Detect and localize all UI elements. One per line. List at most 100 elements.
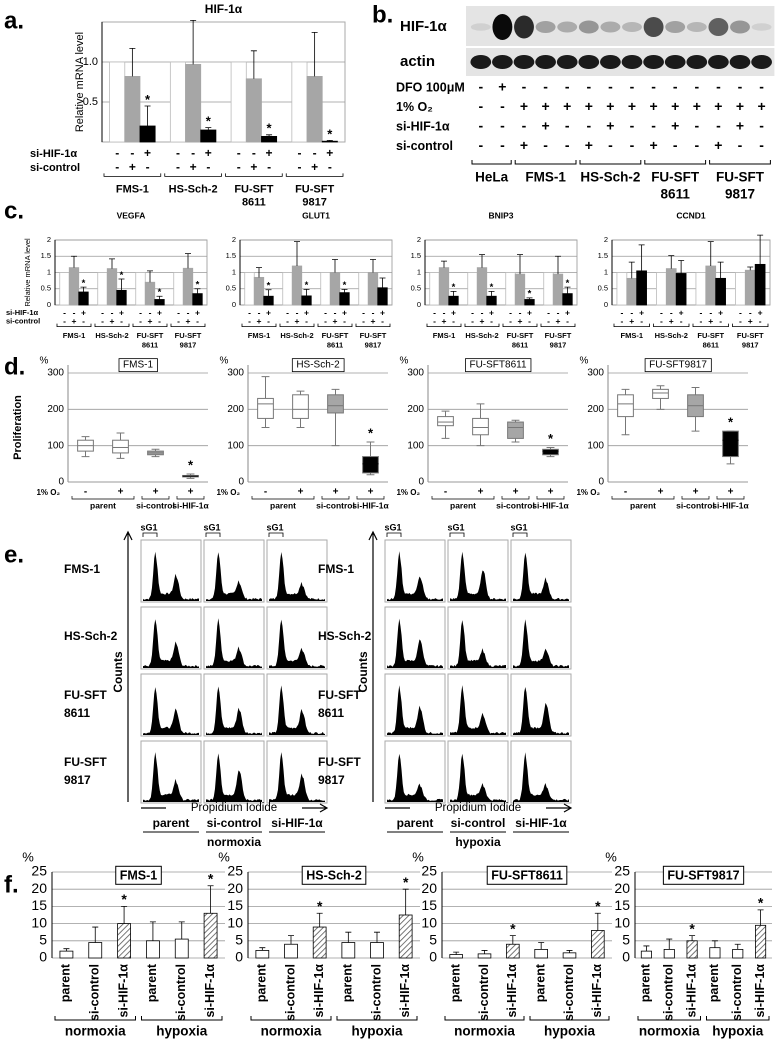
row-label: FU-SFT — [64, 755, 107, 769]
error-bar — [190, 20, 197, 65]
y-tick-label: 0 — [232, 300, 236, 309]
error-bar — [689, 935, 696, 941]
bar — [552, 273, 564, 306]
condition-sign: - — [739, 307, 742, 317]
condition-label: 1% O₂ — [216, 488, 240, 497]
condition-sign: - — [267, 316, 270, 326]
panel-label: c. — [4, 197, 24, 224]
error-bar — [185, 253, 191, 269]
bar — [139, 125, 156, 143]
condition-sign: - — [630, 79, 635, 95]
y-tick-label: 0 — [47, 300, 51, 309]
bar — [245, 78, 262, 143]
condition-sign: - — [362, 307, 365, 317]
title-box — [486, 865, 568, 885]
error-bar — [288, 935, 294, 945]
condition-sign: - — [620, 316, 623, 326]
bar — [398, 914, 413, 959]
x-tick-label: HS-Sch-2 — [280, 331, 313, 340]
condition-sign: - — [176, 146, 180, 160]
x-tick-label: FU-SFT — [737, 331, 764, 340]
box — [362, 456, 379, 474]
box — [327, 394, 344, 414]
error-bar — [178, 921, 185, 940]
histogram-frame — [384, 539, 446, 603]
bar — [591, 930, 605, 959]
condition-sign: + — [679, 307, 684, 317]
y-tick-label: 1 — [417, 267, 421, 276]
condition-sign: + — [520, 137, 528, 153]
x-tick-label: si-control — [174, 964, 188, 1021]
condition-label: si-HIF-1α — [396, 119, 450, 133]
significance-mark: * — [188, 457, 194, 472]
x-tick-label: FMS-1 — [621, 331, 644, 340]
x-tick-label: 8611 — [512, 341, 528, 350]
histogram-frame — [203, 606, 265, 670]
error-bar — [266, 134, 273, 137]
chart-title: HS-Sch-2 — [296, 360, 340, 371]
condition-sign: - — [759, 137, 764, 153]
x-tick-label: si-HIF-1α — [203, 964, 217, 1018]
y-tick-label: 300 — [587, 368, 604, 379]
histogram — [450, 753, 506, 802]
condition-sign: + — [333, 487, 339, 498]
group-label: FMS-1 — [525, 170, 566, 185]
x-tick-label: 9817 — [180, 341, 197, 350]
significance-mark: * — [82, 278, 86, 289]
condition-sign: + — [144, 146, 151, 160]
bar — [192, 293, 203, 306]
x-tick-label: HS-Sch-2 — [655, 331, 688, 340]
condition-label: hypoxia — [455, 835, 501, 849]
title-box — [291, 358, 345, 373]
bar — [370, 942, 384, 959]
histogram — [269, 619, 325, 668]
blot-band — [643, 55, 664, 69]
y-tick-label: 300 — [47, 368, 64, 379]
histogram — [269, 552, 325, 601]
error-bar — [326, 140, 333, 142]
histogram — [269, 685, 325, 735]
column-label: si-HIF-1α — [271, 816, 323, 830]
blot-band — [492, 55, 513, 69]
group-bracket — [336, 1016, 418, 1021]
group-bracket — [317, 323, 353, 327]
error-bar — [453, 951, 460, 955]
condition-sign: - — [586, 79, 591, 95]
condition-sign: - — [522, 118, 527, 134]
x-tick-label: parent — [255, 963, 269, 1002]
condition-sign: - — [296, 307, 299, 317]
condition-sign: - — [111, 307, 114, 317]
condition-sign: + — [186, 316, 191, 326]
condition-sign: - — [343, 316, 346, 326]
condition-sign: + — [693, 487, 699, 498]
error-bar — [311, 32, 318, 77]
row-label: 8611 — [318, 706, 344, 720]
y-tick-label: 0.5 — [226, 284, 236, 293]
histogram-frame — [384, 606, 446, 670]
group-bracket — [141, 496, 170, 500]
bar — [715, 277, 726, 306]
condition-sign: + — [758, 307, 763, 317]
condition-sign: + — [714, 137, 722, 153]
blot-band — [514, 15, 534, 39]
y-unit: % — [400, 356, 409, 367]
condition-sign: + — [333, 316, 338, 326]
error-bar — [757, 909, 764, 926]
blot-band — [600, 55, 621, 69]
condition-sign: - — [673, 137, 678, 153]
bar — [476, 267, 488, 306]
condition-sign: + — [556, 316, 561, 326]
condition-sign: + — [129, 160, 136, 174]
column-label: si-control — [207, 816, 262, 830]
group-label: HS-Sch-2 — [580, 170, 640, 185]
y-tick-label: 1.0 — [83, 56, 98, 68]
bar — [449, 954, 463, 959]
condition-sign: - — [381, 316, 384, 326]
y-axis-label: Counts — [111, 651, 125, 693]
group-bracket — [241, 323, 277, 327]
condition-sign: + — [371, 316, 376, 326]
condition-sign: - — [547, 316, 550, 326]
condition-sign: + — [748, 316, 753, 326]
group-bracket — [644, 160, 707, 165]
condition-sign: + — [342, 307, 347, 317]
